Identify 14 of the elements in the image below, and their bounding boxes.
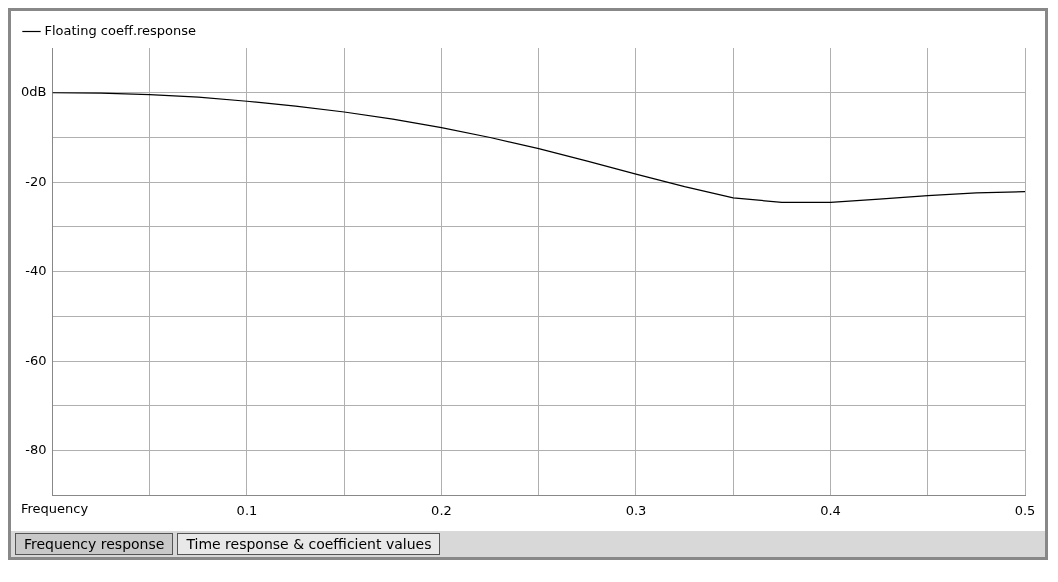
x-tick-label: 0.5 bbox=[1014, 502, 1036, 518]
x-tick-label: 0.2 bbox=[431, 502, 452, 518]
x-tick-label: 0.1 bbox=[236, 502, 258, 518]
x-tick-label: 0.4 bbox=[820, 502, 841, 518]
legend-label: Floating coeff.response bbox=[44, 22, 197, 38]
y-tick-label: -60 bbox=[25, 352, 47, 368]
y-tick-label: -80 bbox=[25, 442, 47, 458]
x-tick-label: 0.3 bbox=[625, 502, 647, 518]
y-tick-label: 0dB bbox=[20, 84, 47, 100]
y-tick-label: -20 bbox=[25, 173, 47, 189]
text: Frequency response bbox=[15, 533, 174, 555]
y-tick-label: -40 bbox=[25, 263, 47, 279]
x-axis-title: Frequency bbox=[21, 501, 89, 517]
text: Time response & coefficient values bbox=[177, 533, 441, 555]
